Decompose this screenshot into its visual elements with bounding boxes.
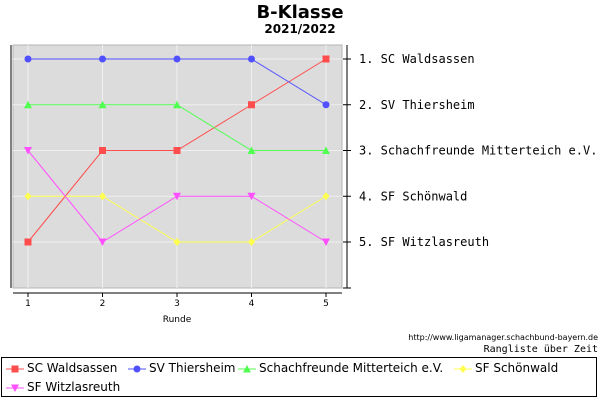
data-point: [98, 238, 107, 246]
legend-marker: [459, 364, 467, 373]
legend-marker: [11, 365, 19, 372]
series-SF Schönwald: [24, 192, 330, 246]
legend-swatch: [6, 384, 24, 392]
chart-title: B-Klasse: [256, 2, 344, 23]
data-point: [322, 101, 330, 109]
legend-item: SC Waldsassen: [6, 359, 117, 377]
data-point: [322, 238, 330, 246]
legend-swatch: [454, 364, 472, 373]
data-point: [99, 147, 106, 154]
legend-marker: [11, 384, 19, 392]
rank-label: 4. SF Schönwald: [359, 189, 467, 203]
data-point: [24, 147, 32, 155]
series-SF Witzlasreuth: [24, 147, 330, 246]
x-tick-label: 4: [249, 299, 255, 309]
legend-item: SF Schönwald: [454, 359, 558, 377]
data-point: [24, 192, 32, 201]
legend-swatch: [128, 365, 146, 372]
data-point: [322, 55, 330, 63]
x-tick-label: 2: [100, 299, 106, 309]
data-point: [173, 238, 181, 246]
legend-label: SF Schönwald: [475, 361, 559, 375]
series-SV Thiersheim: [24, 55, 330, 109]
data-point: [173, 192, 181, 201]
rank-label: 2. SV Thiersheim: [359, 98, 475, 112]
data-point: [248, 101, 255, 109]
legend-marker: [243, 364, 251, 372]
data-point: [247, 192, 256, 201]
data-point: [247, 146, 256, 154]
legend: SC Waldsassen SV Thiersheim Schachfreunde …: [1, 357, 597, 397]
data-point: [24, 238, 32, 246]
legend-label: SV Thiersheim: [149, 361, 236, 375]
chart-caption: Rangliste über Zeit: [483, 344, 598, 355]
legend-item: SF Witzlasreuth: [6, 378, 120, 396]
x-tick-label: 1: [25, 299, 31, 309]
data-point: [322, 192, 330, 201]
x-tick-label: 3: [174, 299, 180, 309]
legend-label: SC Waldsassen: [27, 361, 118, 375]
legend-swatch: [238, 364, 256, 372]
data-point: [248, 55, 255, 63]
data-point: [248, 238, 255, 246]
legend-marker: [133, 365, 141, 372]
rank-label: 1. SC Waldsassen: [359, 52, 475, 66]
rank-chart: 1 2 3 4 5 Runde 1. SC Waldsassen 2. SV Thiershe…: [10, 44, 597, 325]
data-point: [98, 100, 107, 109]
x-axis-label: Runde: [163, 315, 192, 325]
legend-label: Schachfreunde Mitterteich e.V.: [259, 361, 444, 375]
legend-swatch: [6, 365, 24, 372]
x-tick-label: 5: [323, 299, 329, 309]
source-url[interactable]: http://www.ligamanager.schachbund-bayern…: [408, 333, 598, 342]
data-point: [173, 100, 181, 109]
rank-label: 3. Schachfreunde Mitterteich e.V.: [359, 144, 597, 158]
data-point: [24, 100, 32, 109]
legend-item: Schachfreunde Mitterteich e.V.: [238, 359, 443, 377]
legend-item: SV Thiersheim: [128, 359, 236, 377]
series-SC Waldsassen: [24, 55, 330, 246]
series-Schachfreunde Mitterteich e.V.: [24, 100, 330, 154]
data-point: [99, 192, 106, 201]
rank-label: 5. SF Witzlasreuth: [359, 235, 489, 249]
data-point: [24, 55, 32, 63]
data-point: [322, 146, 330, 154]
chart-subtitle: 2021/2022: [264, 22, 336, 36]
data-point: [173, 147, 181, 154]
data-point: [99, 55, 106, 63]
data-point: [173, 55, 181, 63]
legend-label: SF Witzlasreuth: [27, 380, 121, 394]
